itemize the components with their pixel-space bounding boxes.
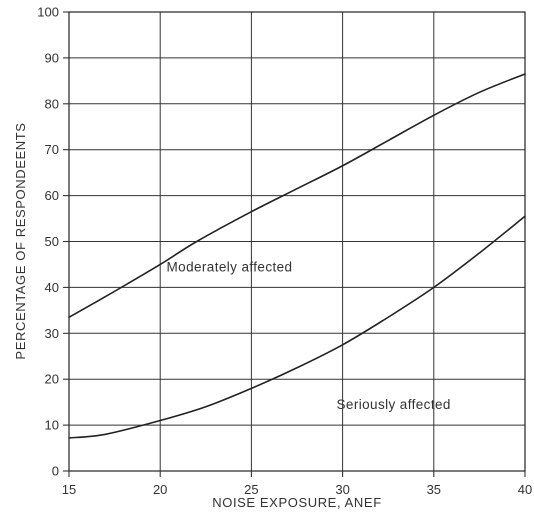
annotation-label: Seriously affected: [337, 397, 451, 412]
y-tick-label: 60: [45, 188, 59, 203]
x-tick-label: 40: [518, 482, 532, 497]
series-lines: [68, 73, 526, 439]
y-tick-label: 80: [45, 96, 59, 111]
annotations: Moderately affected Seriously affected: [167, 259, 451, 412]
x-tick-label: 20: [153, 482, 167, 497]
y-tick-label: 30: [45, 326, 59, 341]
series-line-moderately-affected: [68, 73, 526, 319]
axis-ticks: [63, 11, 526, 477]
tick-labels: 15 20 25 30 35 40 0 10 20 30 40 50 60 70 80 90 100: [37, 5, 532, 498]
gridlines: [69, 12, 525, 471]
y-tick-label: 20: [45, 372, 59, 387]
y-tick-label: 0: [52, 464, 59, 479]
y-tick-label: 40: [45, 280, 59, 295]
y-tick-label: 50: [45, 234, 59, 249]
x-tick-label: 15: [62, 482, 76, 497]
y-tick-label: 70: [45, 142, 59, 157]
y-axis-label: PERCENTAGE OF RESPONDEENTS: [13, 122, 28, 359]
series-line-seriously-affected: [68, 215, 526, 439]
x-tick-label: 35: [427, 482, 441, 497]
y-tick-label: 90: [45, 50, 59, 65]
y-tick-label: 10: [45, 418, 59, 433]
annotation-label: Moderately affected: [167, 259, 293, 274]
x-tick-label: 30: [335, 482, 349, 497]
x-axis-label: NOISE EXPOSURE, ANEF: [212, 495, 382, 510]
y-tick-label: 100: [37, 5, 59, 20]
x-tick-label: 25: [244, 482, 258, 497]
